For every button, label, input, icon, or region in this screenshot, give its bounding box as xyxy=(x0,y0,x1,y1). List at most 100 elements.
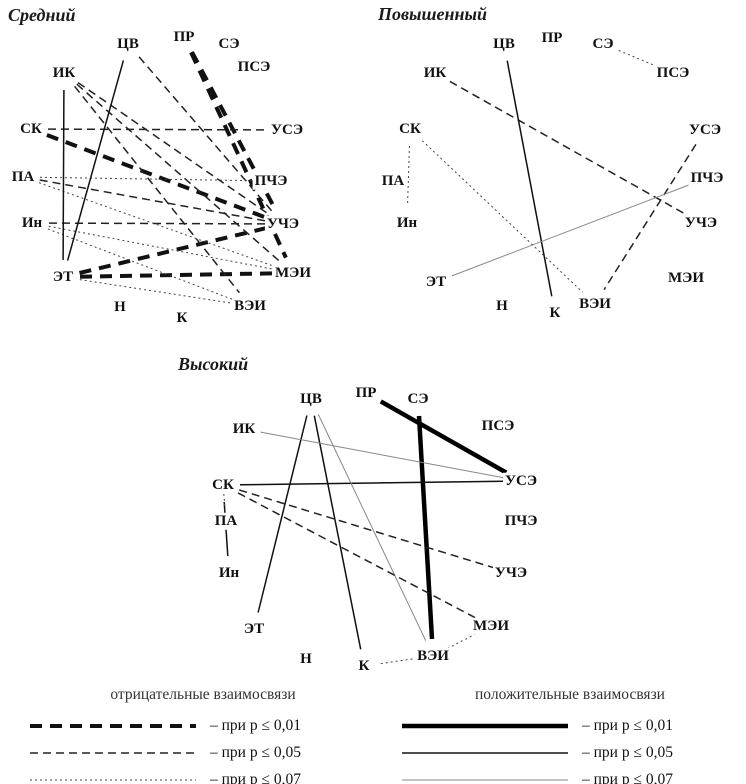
edge-sredniy-ИК-МЭИ xyxy=(76,83,281,263)
node-vysokiy-ИК: ИК xyxy=(230,420,258,438)
node-sredniy-ПР: ПР xyxy=(171,28,197,46)
edge-sredniy-ИК-ВЭИ xyxy=(74,85,240,294)
node-sredniy-ЦВ: ЦВ xyxy=(115,35,141,53)
node-sredniy-СК: СК xyxy=(18,120,44,138)
legend-negative-column: отрицательные взаимосвязи – при p ≤ 0,01… xyxy=(28,686,378,784)
legend-positive-row-2: – при p ≤ 0,07 xyxy=(400,771,740,784)
legend-negative-header: отрицательные взаимосвязи xyxy=(110,686,296,703)
node-povyshenny-ВЭИ: ВЭИ xyxy=(577,295,613,313)
legend-negative-label-2: – при p ≤ 0,07 xyxy=(210,771,301,784)
node-sredniy-ИК: ИК xyxy=(50,64,78,82)
edge-sredniy-ЭТ-УЧЭ xyxy=(79,226,267,275)
legend-positive-header: положительные взаимосвязи xyxy=(475,686,665,703)
legend-negative-items: – при p ≤ 0,01 – при p ≤ 0,05 – при p ≤ 0,… xyxy=(28,708,378,784)
edge-vysokiy-СК-МЭИ xyxy=(237,492,477,619)
node-vysokiy-УЧЭ: УЧЭ xyxy=(492,564,530,582)
edge-vysokiy-СЭ-ВЭИ xyxy=(416,415,435,640)
edge-sredniy-ЭТ-ВЭИ xyxy=(79,279,234,304)
edge-sredniy-ПА-МЭИ xyxy=(38,182,278,268)
node-sredniy-ПСЭ: ПСЭ xyxy=(235,58,273,76)
legend-positive-label-2: – при p ≤ 0,07 xyxy=(582,771,673,784)
node-vysokiy-УСЭ: УСЭ xyxy=(502,472,540,490)
edge-sredniy-ЦВ-ЭТ xyxy=(66,60,125,261)
node-vysokiy-ПА: ПА xyxy=(212,512,240,530)
node-povyshenny-ЭТ: ЭТ xyxy=(423,273,449,291)
edge-sredniy-ИК-ЭТ xyxy=(62,89,65,261)
node-vysokiy-СК: СК xyxy=(210,476,236,494)
edge-sredniy-ЭТ-МЭИ xyxy=(79,271,277,279)
legend-positive-label-0: – при p ≤ 0,01 xyxy=(582,717,673,734)
edge-sredniy-ЦВ-УЧЭ xyxy=(138,56,273,212)
legend-positive-line-sample-1 xyxy=(402,752,568,754)
legend-positive-row-1: – при p ≤ 0,05 xyxy=(400,744,740,762)
edge-povyshenny-СК-ВЭИ xyxy=(421,140,584,293)
node-povyshenny-ПР: ПР xyxy=(539,29,565,47)
node-sredniy-Н: Н xyxy=(112,298,128,316)
legend-positive-line-sample-2 xyxy=(402,779,568,781)
legend-negative-label-1: – при p ≤ 0,05 xyxy=(210,744,301,761)
legend-positive-line-sample-0 xyxy=(402,723,568,729)
node-vysokiy-СЭ: СЭ xyxy=(405,390,431,408)
legend-negative-row-1: – при p ≤ 0,05 xyxy=(28,744,378,762)
node-povyshenny-Н: Н xyxy=(494,297,510,315)
node-sredniy-МЭИ: МЭИ xyxy=(273,264,313,282)
node-vysokiy-Ин: Ин xyxy=(216,564,242,582)
edge-povyshenny-ЦВ-К xyxy=(506,60,553,297)
legend-negative-row-2: – при p ≤ 0,07 xyxy=(28,771,378,784)
legend-negative-line-sample-2 xyxy=(30,779,196,781)
node-povyshenny-ПЧЭ: ПЧЭ xyxy=(688,169,726,187)
edge-sredniy-ПА-ПЧЭ xyxy=(39,176,255,182)
panel-title-vysokiy: Высокий xyxy=(178,354,249,374)
edge-povyshenny-УСЭ-ВЭИ xyxy=(603,143,697,291)
edge-vysokiy-ИК-УСЭ xyxy=(260,431,505,479)
edge-povyshenny-ЭТ-ПЧЭ xyxy=(451,183,692,277)
node-vysokiy-ПСЭ: ПСЭ xyxy=(479,417,517,435)
legend-negative-row-0: – при p ≤ 0,01 xyxy=(28,717,378,735)
edge-vysokiy-ПР-УСЭ xyxy=(379,399,508,475)
legend-negative-line-sample-0 xyxy=(30,724,196,728)
node-vysokiy-К: К xyxy=(356,657,372,675)
node-povyshenny-СЭ: СЭ xyxy=(590,35,616,53)
edge-vysokiy-ЦВ-ВЭИ xyxy=(317,414,427,641)
legend-positive-items: – при p ≤ 0,01 – при p ≤ 0,05 – при p ≤ 0,… xyxy=(400,708,740,784)
node-povyshenny-Ин: Ин xyxy=(394,214,420,232)
node-sredniy-ЭТ: ЭТ xyxy=(50,268,76,286)
node-vysokiy-ВЭИ: ВЭИ xyxy=(415,647,451,665)
legend-positive-label-1: – при p ≤ 0,05 xyxy=(582,744,673,761)
edge-sredniy-СК-УСЭ xyxy=(47,128,271,131)
edge-vysokiy-ЦВ-К xyxy=(313,415,362,650)
legend-positive-column: положительные взаимосвязи – при p ≤ 0,01… xyxy=(400,686,740,784)
node-povyshenny-ИК: ИК xyxy=(421,64,449,82)
node-vysokiy-МЭИ: МЭИ xyxy=(471,617,511,635)
edge-sredniy-ПА-УЧЭ xyxy=(39,179,267,222)
legend-positive-row-0: – при p ≤ 0,01 xyxy=(400,717,740,735)
node-sredniy-ВЭИ: ВЭИ xyxy=(232,297,268,315)
legend-negative-label-0: – при p ≤ 0,01 xyxy=(210,717,301,734)
node-povyshenny-ПСЭ: ПСЭ xyxy=(654,64,692,82)
node-vysokiy-ПЧЭ: ПЧЭ xyxy=(502,512,540,530)
edge-vysokiy-ВЭИ-МЭИ xyxy=(447,633,477,649)
panel-title-sredniy: Средний xyxy=(8,5,76,25)
node-povyshenny-К: К xyxy=(547,304,563,322)
node-povyshenny-ПА: ПА xyxy=(379,172,407,190)
node-sredniy-УСЭ: УСЭ xyxy=(268,121,306,139)
edge-sredniy-Ин-УЧЭ xyxy=(48,222,267,225)
node-sredniy-ПЧЭ: ПЧЭ xyxy=(252,172,290,190)
edge-sredniy-Ин-МЭИ xyxy=(48,225,277,271)
edge-povyshenny-СЭ-ПСЭ xyxy=(618,50,658,67)
node-povyshenny-ЦВ: ЦВ xyxy=(491,35,517,53)
edge-vysokiy-СК-ПА xyxy=(223,493,226,513)
edge-povyshenny-ИК-УЧЭ xyxy=(449,80,687,216)
node-povyshenny-СК: СК xyxy=(397,120,423,138)
node-povyshenny-УСЭ: УСЭ xyxy=(686,121,724,139)
node-povyshenny-УЧЭ: УЧЭ xyxy=(682,214,720,232)
node-vysokiy-ЭТ: ЭТ xyxy=(241,620,267,638)
node-sredniy-УЧЭ: УЧЭ xyxy=(264,215,302,233)
edge-vysokiy-К-ВЭИ xyxy=(380,657,417,665)
edge-sredniy-ИК-УЧЭ xyxy=(77,81,270,216)
node-povyshenny-МЭИ: МЭИ xyxy=(666,269,706,287)
node-vysokiy-ЦВ: ЦВ xyxy=(298,390,324,408)
legend-negative-line-sample-1 xyxy=(30,752,196,754)
node-vysokiy-Н: Н xyxy=(298,650,314,668)
